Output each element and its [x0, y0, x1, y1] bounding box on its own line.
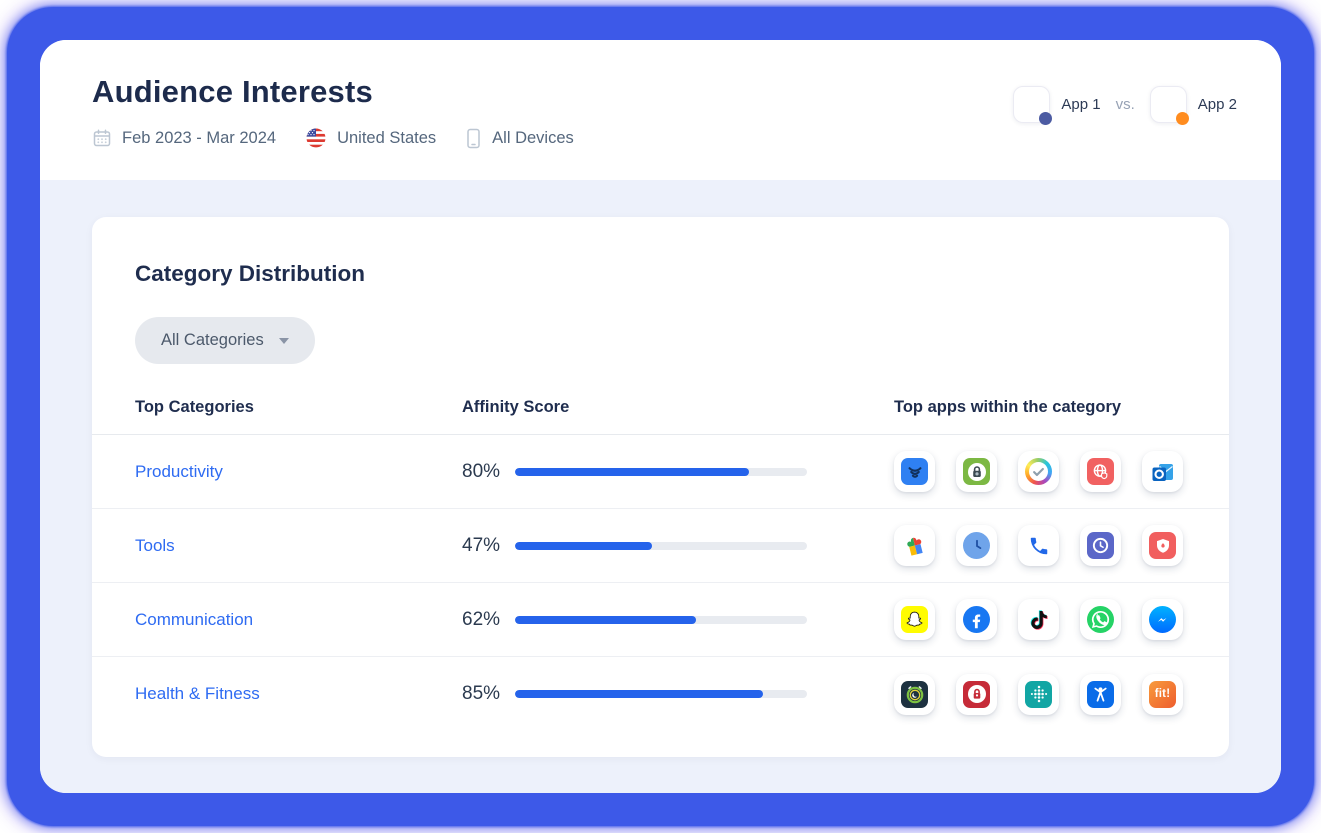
filter-meta-row: Feb 2023 - Mar 2024: [92, 127, 603, 149]
table-row: Productivity 80%: [92, 435, 1229, 509]
calendar-icon: [93, 129, 111, 147]
affinity-bar-track: [515, 615, 807, 624]
myfitnesspal-icon[interactable]: [1080, 673, 1121, 715]
fitbit-icon[interactable]: [1018, 673, 1059, 715]
card-title: Category Distribution: [135, 261, 366, 286]
affinity-score-cell: 80%: [462, 461, 894, 483]
category-link-productivity[interactable]: Productivity: [135, 461, 223, 481]
table-row: Health & Fitness 85%: [92, 657, 1229, 731]
chevron-down-icon: [278, 337, 289, 344]
affinity-score-cell: 62%: [462, 609, 894, 631]
category-link-tools[interactable]: Tools: [135, 535, 175, 555]
progress-check-app-icon[interactable]: [1018, 451, 1059, 492]
category-filter-label: All Categories: [161, 331, 264, 349]
messenger-icon[interactable]: [1142, 599, 1183, 640]
top-apps-cell: [894, 451, 1186, 492]
score-value: 85%: [462, 683, 501, 704]
affinity-bar-track: [515, 467, 807, 476]
header-left: Audience Interests Feb 2023 - Mar 2024: [92, 74, 603, 149]
private-browser-app-icon[interactable]: [1080, 451, 1121, 492]
country-label: United States: [337, 128, 437, 147]
devices-filter[interactable]: All Devices: [465, 128, 574, 149]
app1-label: App 1: [1061, 96, 1101, 113]
score-value: 47%: [462, 534, 501, 556]
snapchat-icon[interactable]: [894, 599, 935, 640]
vs-label: vs.: [1115, 96, 1135, 113]
column-header-categories: Top Categories: [135, 398, 254, 416]
page-header: Audience Interests Feb 2023 - Mar 2024: [40, 40, 1281, 180]
phone-dialer-icon[interactable]: [1018, 525, 1059, 566]
us-flag-icon: [306, 128, 326, 148]
security-shield-app-icon[interactable]: [1142, 525, 1183, 566]
category-link-health-fitness[interactable]: Health & Fitness: [135, 684, 260, 703]
content-section: Category Distribution All Categories Top…: [40, 180, 1281, 793]
clock-blue-app-icon[interactable]: [956, 525, 997, 566]
device-icon: [467, 128, 480, 148]
category-link-communication[interactable]: Communication: [135, 609, 254, 629]
affinity-bar-track: [515, 541, 807, 550]
table-row: Tools 47%: [92, 509, 1229, 583]
table-row: Communication 62%: [92, 583, 1229, 657]
date-range-label: Feb 2023 - Mar 2024: [122, 128, 277, 147]
app1-selector[interactable]: [1013, 86, 1053, 125]
score-value: 80%: [462, 460, 501, 482]
google-play-services-icon[interactable]: [894, 525, 935, 566]
devices-label: All Devices: [492, 128, 574, 147]
category-distribution-card: Category Distribution All Categories Top…: [92, 217, 1229, 757]
table-header: Top Categories Affinity Score Top apps w…: [92, 398, 1229, 435]
tiktok-icon[interactable]: [1018, 599, 1059, 640]
affinity-bar-fill: [515, 541, 653, 550]
app2-label: App 2: [1197, 96, 1237, 113]
whatsapp-icon[interactable]: [1080, 599, 1121, 640]
column-header-top-apps: Top apps within the category: [894, 398, 1122, 416]
fit-app-icon[interactable]: fit!: [1142, 673, 1183, 715]
top-apps-cell: [894, 599, 1186, 640]
app-comparison: App 1 vs. App 2: [1013, 74, 1237, 125]
category-filter-dropdown[interactable]: All Categories: [135, 317, 315, 364]
clock-indigo-app-icon[interactable]: [1080, 525, 1121, 566]
app-lock-green-icon[interactable]: [956, 451, 997, 492]
facebook-icon[interactable]: [956, 599, 997, 640]
top-apps-cell: [894, 525, 1186, 566]
privacy-lock-app-icon[interactable]: [956, 673, 997, 715]
top-apps-cell: fit!: [894, 673, 1186, 715]
page-title: Audience Interests: [92, 74, 373, 109]
country-filter[interactable]: United States: [305, 127, 436, 149]
app2-color-dot: [1175, 112, 1189, 125]
fit-app-logo-text: fit!: [1154, 688, 1171, 700]
affinity-score-cell: 85%: [462, 683, 894, 705]
score-value: 62%: [462, 608, 501, 630]
affinity-score-cell: 47%: [462, 535, 894, 557]
stack-tasks-app-icon[interactable]: [894, 451, 935, 492]
app1-color-dot: [1039, 112, 1053, 125]
app2-selector[interactable]: [1149, 86, 1189, 125]
dashboard-panel: Audience Interests Feb 2023 - Mar 2024: [40, 40, 1281, 793]
affinity-bar-fill: [515, 615, 697, 624]
affinity-bar-fill: [515, 690, 764, 698]
affinity-bar-track: [515, 690, 807, 698]
date-range-filter[interactable]: Feb 2023 - Mar 2024: [92, 128, 276, 148]
affinity-bar-fill: [515, 467, 749, 476]
outlook-icon[interactable]: [1142, 451, 1183, 492]
sleep-alarm-app-icon[interactable]: [894, 673, 935, 715]
column-header-affinity: Affinity Score: [462, 398, 570, 416]
